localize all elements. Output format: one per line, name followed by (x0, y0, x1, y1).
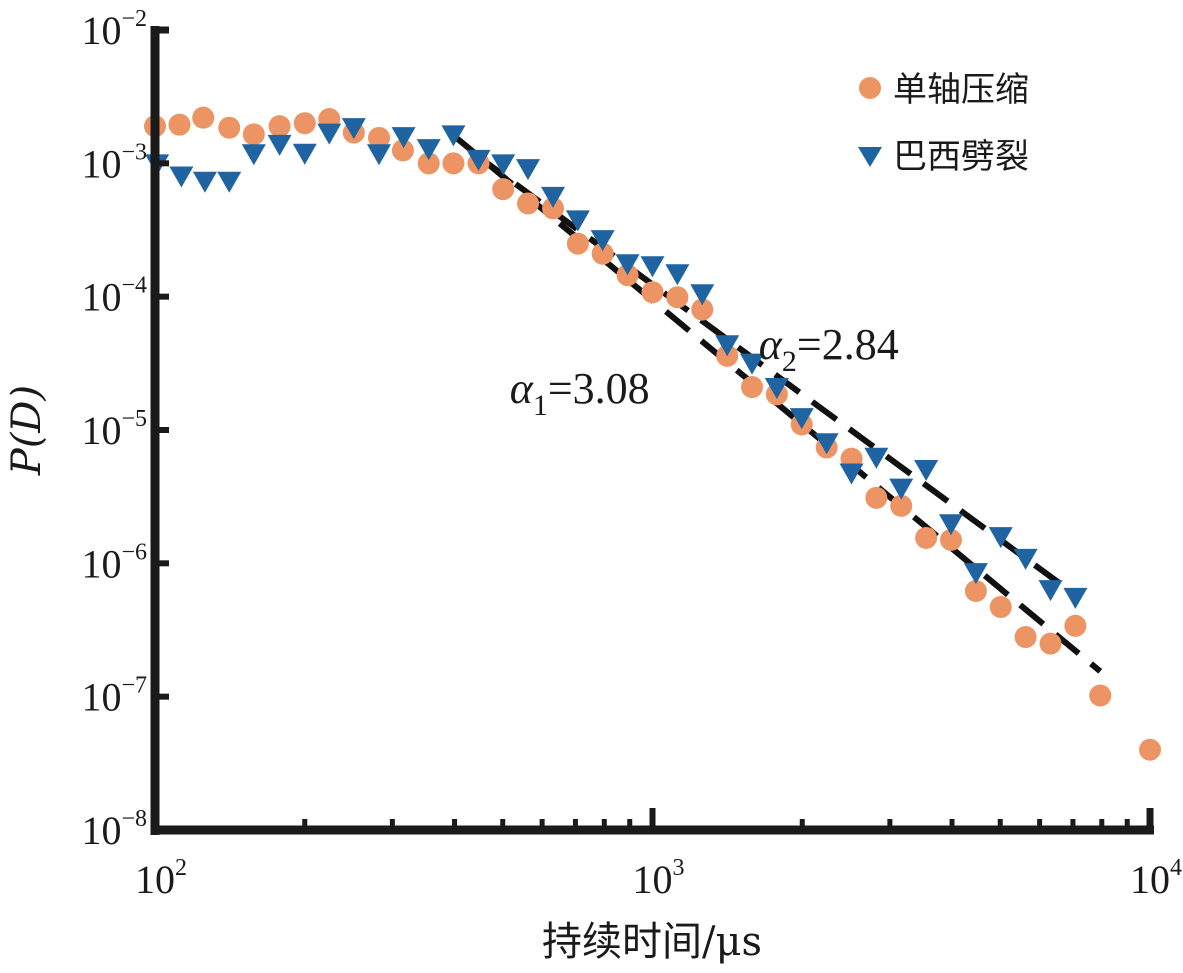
alpha-annotation-1: α1=3.08 (510, 364, 650, 422)
data-point-circle (391, 139, 414, 162)
data-point-circle (691, 298, 714, 321)
data-point-circle (890, 494, 913, 517)
data-point-circle (492, 178, 515, 201)
y-tick-label: 10−6 (81, 539, 147, 586)
data-point-circle (939, 528, 962, 551)
y-tick-label: 10−7 (81, 673, 147, 720)
fit-line (476, 154, 1078, 598)
data-point-circle (641, 281, 664, 304)
data-point-triangle (1063, 587, 1088, 609)
data-point-triangle (441, 125, 466, 147)
axes (150, 26, 1154, 835)
data-point-triangle (292, 143, 317, 165)
data-point-triangle (1013, 548, 1038, 570)
data-point-circle (242, 123, 265, 146)
alpha-annotation-2: α2=2.84 (759, 320, 899, 378)
data-point-triangle (541, 186, 566, 208)
data-point-circle (1039, 632, 1062, 655)
data-point-triangle (1038, 580, 1063, 602)
annotations: α1=3.08 α2=2.84 (510, 320, 899, 422)
data-point-circle (293, 112, 316, 135)
data-point-triangle (317, 123, 342, 145)
series-uniaxial (144, 106, 1161, 761)
data-point-triangle (341, 118, 366, 140)
data-point-triangle (988, 527, 1013, 549)
data-point-triangle (740, 353, 765, 375)
data-point-circle (168, 113, 191, 136)
data-point-circle (591, 242, 614, 265)
y-tick-label: 10−2 (81, 6, 147, 53)
data-point-circle (915, 526, 938, 549)
data-point-triangle (391, 127, 416, 149)
legend-marker-triangle (858, 147, 882, 167)
data-point-circle (1014, 626, 1037, 649)
data-point-circle (1139, 738, 1161, 761)
data-point-triangle (839, 463, 864, 485)
series-brazilian (145, 118, 1088, 609)
data-point-circle (865, 486, 888, 509)
data-point-circle (442, 152, 465, 175)
data-point-circle (192, 106, 215, 129)
data-point-triangle (914, 459, 939, 481)
data-point-triangle (665, 264, 690, 286)
data-point-circle (666, 286, 689, 309)
data-point-triangle (416, 139, 441, 161)
data-point-triangle (192, 171, 217, 193)
legend-label-brazilian: 巴西劈裂 (893, 137, 1029, 177)
data-point-circle (218, 116, 241, 139)
x-tick-label: 103 (633, 855, 685, 902)
x-tick-label: 104 (1130, 855, 1182, 902)
data-point-triangle (640, 256, 665, 278)
data-point-triangle (565, 210, 590, 232)
data-series (144, 106, 1161, 761)
y-tick-label: 10−4 (81, 273, 147, 320)
data-point-triangle (169, 166, 194, 188)
data-point-triangle (789, 408, 814, 430)
data-point-circle (1064, 614, 1087, 637)
data-point-triangle (366, 144, 391, 166)
data-point-circle (367, 126, 390, 149)
x-axis-title: 持续时间/μs (542, 919, 762, 965)
data-point-triangle (217, 171, 242, 193)
data-point-triangle (267, 134, 292, 156)
legend: 单轴压缩 巴西劈裂 (858, 70, 1029, 177)
legend-marker-circle (859, 77, 881, 99)
data-point-triangle (615, 254, 640, 276)
y-tick-label: 10−8 (81, 806, 147, 853)
y-tick-label: 10−3 (81, 139, 147, 186)
data-point-circle (989, 596, 1012, 619)
data-point-circle (741, 376, 764, 399)
data-point-circle (516, 192, 539, 215)
data-point-circle (1089, 684, 1112, 707)
data-point-circle (268, 115, 291, 138)
data-point-triangle (690, 284, 715, 306)
data-point-triangle (889, 478, 914, 500)
data-point-triangle (715, 335, 740, 357)
data-point-triangle (864, 447, 889, 469)
data-point-triangle (814, 433, 839, 455)
data-point-circle (566, 232, 589, 255)
data-point-triangle (590, 230, 615, 252)
data-point-triangle (938, 514, 963, 536)
data-point-triangle (963, 563, 988, 585)
y-tick-label: 10−5 (81, 406, 147, 453)
y-axis-title: P(D) (4, 385, 50, 476)
x-tick-label: 102 (135, 855, 187, 902)
data-point-circle (417, 152, 440, 175)
legend-label-uniaxial: 单轴压缩 (893, 70, 1029, 110)
data-point-triangle (491, 154, 516, 176)
data-point-triangle (466, 149, 491, 171)
data-point-circle (964, 580, 987, 603)
data-point-triangle (241, 144, 266, 166)
data-point-triangle (764, 378, 789, 400)
data-point-circle (542, 197, 565, 220)
data-point-triangle (515, 159, 540, 181)
